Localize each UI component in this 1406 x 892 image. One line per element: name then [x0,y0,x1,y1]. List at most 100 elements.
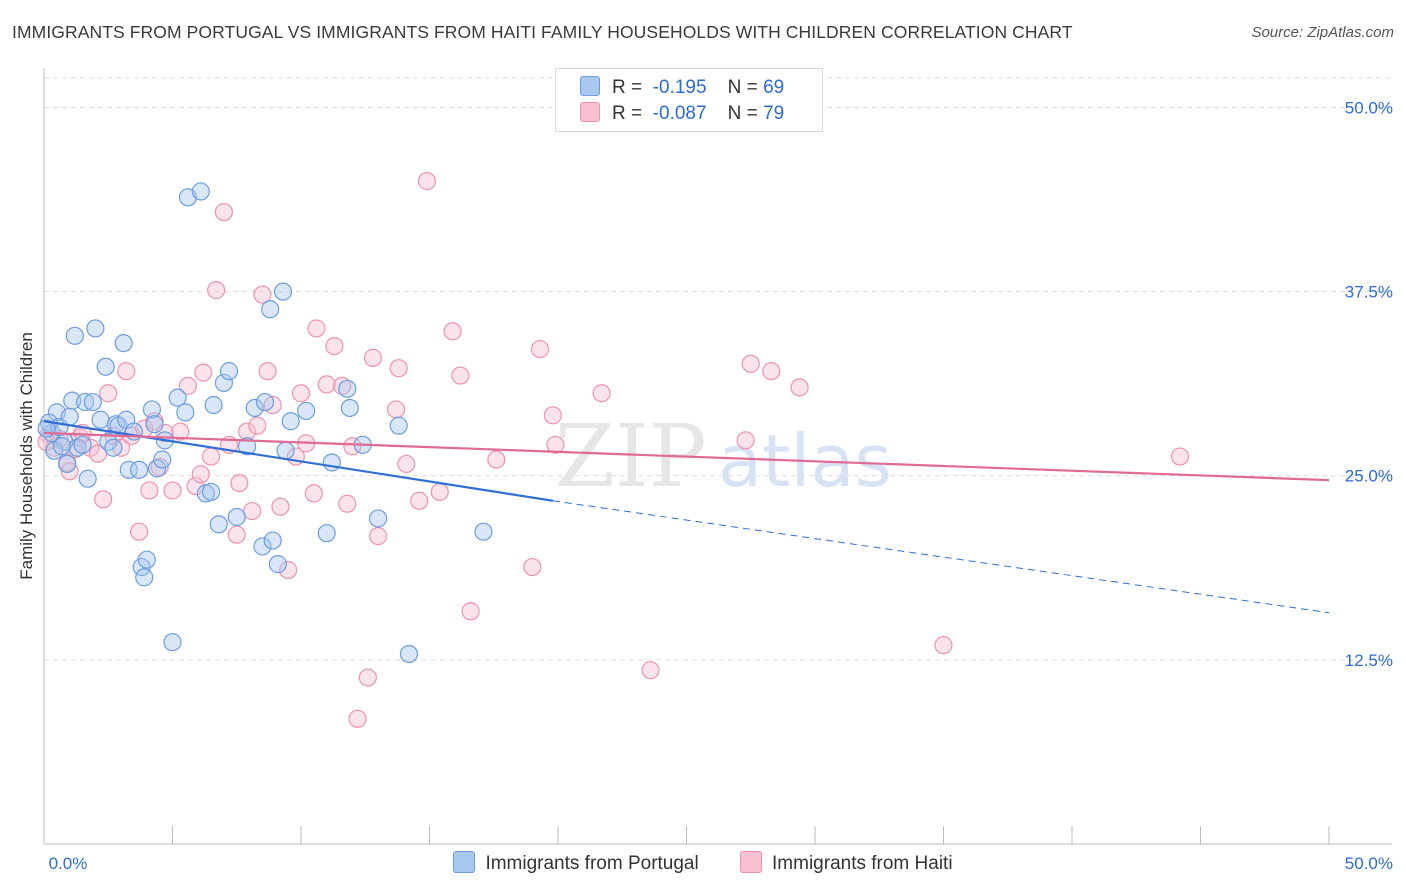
haiti-point [243,501,262,521]
haiti-point [171,422,190,441]
haiti-point [790,378,809,397]
portugal-point [219,362,239,381]
chart-title: IMMIGRANTS FROM PORTUGAL VS IMMIGRANTS F… [12,22,1073,42]
haiti-point [214,202,233,222]
portugal-point [147,459,167,478]
haiti-trend-line [43,431,1330,482]
portugal-point [227,507,246,527]
haiti-point [304,484,323,503]
haiti-point [741,354,760,373]
portugal-point [60,407,79,426]
haiti-point [546,435,565,454]
correlation-legend: R = -0.195 N = 69 R = -0.087 N = 79 [555,68,823,132]
portugal-point [65,326,84,345]
portugal-point [83,392,102,412]
y-tick-label: 50.0% [1345,98,1393,117]
haiti-point [230,473,249,493]
portugal-point [389,416,408,435]
portugal-point [114,334,133,353]
haiti-point [410,491,429,510]
portugal-point [340,398,359,418]
portugal-point [263,531,282,550]
haiti-point [736,431,755,450]
portugal-points [37,182,493,664]
haiti-point [194,363,213,382]
haiti-point [94,490,113,509]
haiti-point [227,525,246,544]
portugal-point [322,453,341,472]
legend-swatch-portugal [580,76,600,96]
portugal-point [135,568,154,587]
x-tick-label: 0.0% [49,854,88,873]
source-credit: Source: ZipAtlas.com [1251,24,1394,41]
series-swatch-portugal [453,851,476,873]
legend-n-value-portugal: 69 [763,77,785,98]
haiti-point [253,285,272,304]
portugal-point [104,438,123,457]
portugal-point [338,379,357,398]
haiti-point [207,281,226,300]
haiti-point [271,497,290,516]
haiti-point [762,362,781,381]
tick-labels: 12.5% 25.0% 37.5% 50.0% 0.0% 50.0% [49,98,1393,873]
legend-r-label: R = [612,77,643,98]
series-legend-portugal: Immigrants from Portugal [453,851,699,875]
haiti-point [523,557,542,577]
y-axis-label: Family Households with Children [17,332,36,580]
series-legend-haiti: Immigrants from Haiti [740,851,953,875]
haiti-point [389,359,408,378]
x-tick-label: 50.0% [1345,854,1393,873]
legend-r-value-haiti: -0.087 [652,103,707,124]
haiti-point [258,362,277,381]
haiti-point [543,406,562,425]
haiti-point [291,384,311,403]
haiti-point [358,668,377,687]
portugal-point [78,469,97,488]
legend-r-label: R = [612,103,643,124]
portugal-point [201,482,221,502]
portugal-point [276,441,295,460]
haiti-point [99,384,118,403]
portugal-point [58,454,77,474]
portugal-point [145,415,164,434]
haiti-point [430,482,449,502]
portugal-point [153,450,172,469]
portugal-point [253,537,272,556]
haiti-point [317,375,336,394]
haiti-point [201,447,221,466]
portugal-point [214,373,233,393]
portugal-point [255,392,275,412]
legend-n-label: N = [727,103,758,124]
portugal-point [73,435,92,454]
legend-row-portugal: R = -0.195 N = 69 [580,76,784,100]
haiti-point [140,481,159,500]
haiti-point [363,348,383,367]
haiti-point [129,522,149,541]
haiti-point [279,560,298,580]
portugal-point [163,633,182,652]
portugal-point [119,460,138,479]
portugal-point [68,438,87,457]
portugal-point [142,400,162,419]
haiti-point [178,376,198,395]
portugal-point [204,395,223,415]
haiti-point [417,172,437,191]
portugal-point [268,555,287,574]
portugal-point [317,524,336,543]
legend-row-haiti: R = -0.087 N = 79 [580,102,784,126]
portugal-point [281,412,300,431]
portugal-point [99,432,118,451]
portugal-point [129,460,149,479]
haiti-point [369,527,388,546]
haiti-point [1170,447,1190,466]
haiti-point [530,339,550,359]
portugal-point [474,522,493,541]
legend-n-value-haiti: 79 [763,103,785,124]
haiti-point [248,416,267,435]
portugal-point [245,398,264,418]
haiti-point [163,481,182,500]
haiti-point [443,322,462,341]
haiti-point [333,376,352,395]
series-label-portugal: Immigrants from Portugal [485,853,699,874]
